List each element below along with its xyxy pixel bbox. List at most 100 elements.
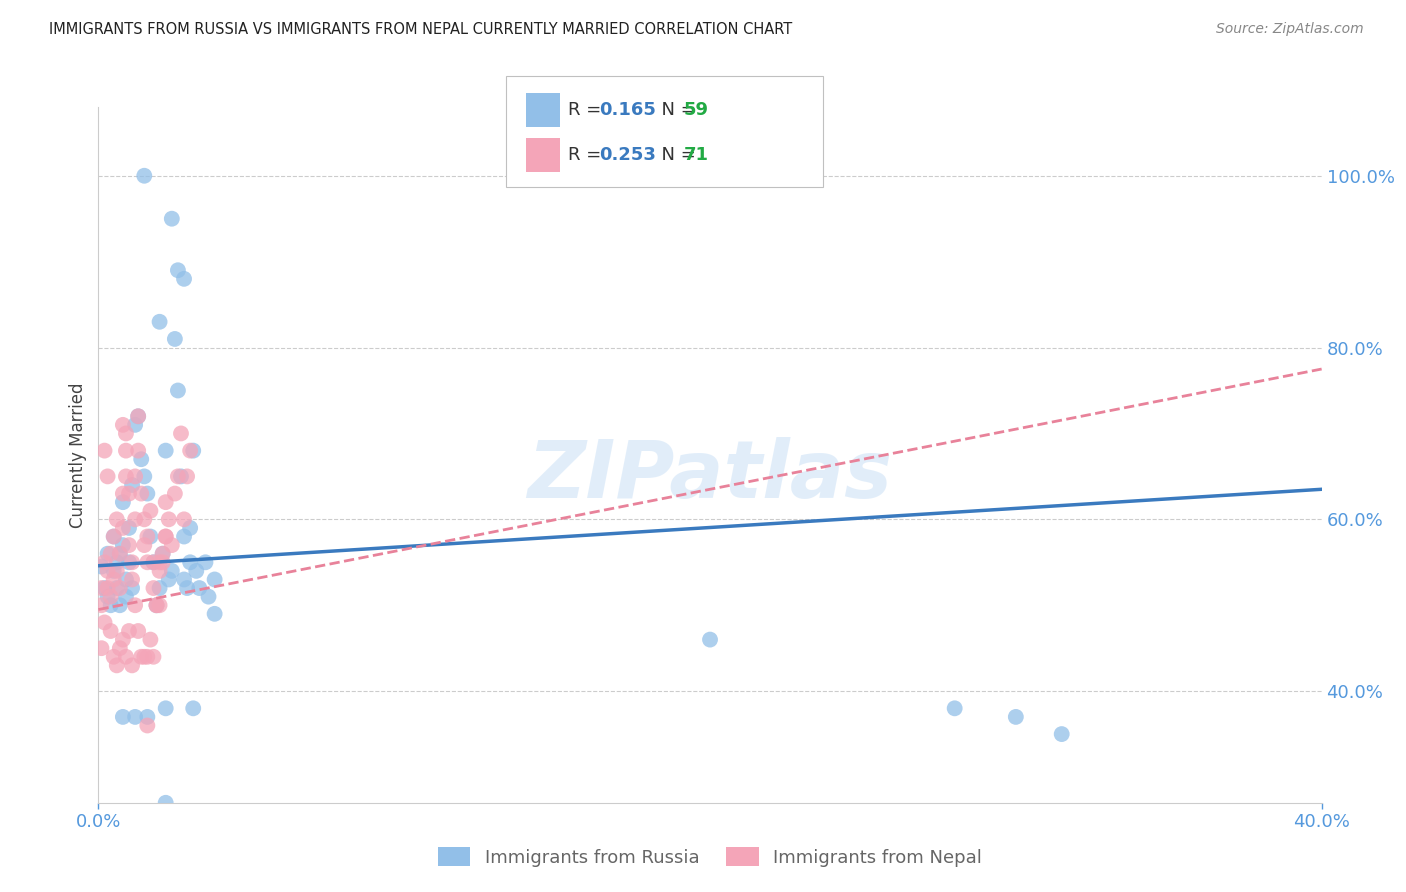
Point (90, 641, 112, 656)
Text: IMMIGRANTS FROM RUSSIA VS IMMIGRANTS FROM NEPAL CURRENTLY MARRIED CORRELATION CH: IMMIGRANTS FROM RUSSIA VS IMMIGRANTS FRO… (49, 22, 793, 37)
Point (142, 649, 165, 664)
Point (115, 590, 138, 604)
Point (105, 512, 128, 526)
Point (93, 581, 115, 595)
Point (111, 538, 134, 552)
Point (194, 555, 217, 569)
Point (121, 658, 143, 673)
Point (145, 599, 167, 613)
Point (699, 632, 721, 647)
Point (204, 607, 226, 621)
Point (160, 538, 183, 552)
Point (136, 718, 159, 732)
Text: N =: N = (650, 101, 702, 119)
Point (167, 469, 190, 483)
Text: Source: ZipAtlas.com: Source: ZipAtlas.com (1216, 22, 1364, 37)
Point (176, 469, 198, 483)
Point (170, 426, 193, 441)
Point (93, 615, 115, 630)
Point (136, 710, 159, 724)
Text: R =: R = (568, 146, 607, 164)
Point (127, 443, 149, 458)
Point (155, 529, 177, 543)
Point (155, 796, 177, 810)
Point (149, 564, 172, 578)
Point (124, 417, 146, 432)
Point (105, 555, 128, 569)
Point (111, 417, 134, 432)
Point (118, 555, 141, 569)
Point (121, 555, 143, 569)
Text: 0.253: 0.253 (599, 146, 655, 164)
Point (145, 599, 167, 613)
Point (115, 426, 138, 441)
Point (152, 547, 174, 561)
Point (97, 590, 120, 604)
Text: 59: 59 (683, 101, 709, 119)
Point (157, 573, 180, 587)
Point (108, 547, 131, 561)
Point (142, 581, 165, 595)
Point (127, 624, 149, 638)
Point (103, 649, 125, 664)
Point (115, 443, 138, 458)
Point (100, 599, 122, 613)
Point (97, 469, 120, 483)
Point (129, 452, 152, 467)
Text: R =: R = (568, 101, 607, 119)
Point (90, 559, 112, 574)
Point (111, 632, 134, 647)
Point (97, 547, 120, 561)
Point (149, 315, 172, 329)
Point (115, 649, 138, 664)
Point (160, 564, 183, 578)
Point (1004, 710, 1026, 724)
Point (115, 469, 138, 483)
Point (167, 263, 190, 277)
Point (152, 555, 174, 569)
Point (139, 504, 162, 518)
Point (90, 581, 112, 595)
Point (176, 581, 198, 595)
Point (136, 486, 159, 500)
Point (173, 529, 195, 543)
Point (170, 469, 193, 483)
Point (127, 409, 149, 424)
Y-axis label: Currently Married: Currently Married (69, 382, 87, 528)
Point (173, 573, 195, 587)
Point (105, 581, 128, 595)
Point (139, 529, 162, 543)
Point (118, 521, 141, 535)
Point (142, 555, 165, 569)
Point (134, 538, 156, 552)
Point (160, 211, 183, 226)
Legend: Immigrants from Russia, Immigrants from Nepal: Immigrants from Russia, Immigrants from … (430, 840, 990, 874)
Point (100, 590, 122, 604)
Point (121, 573, 143, 587)
Point (93, 443, 115, 458)
Point (129, 486, 152, 500)
Point (103, 529, 125, 543)
Point (124, 512, 146, 526)
Point (188, 581, 211, 595)
Point (136, 649, 159, 664)
Point (118, 538, 141, 552)
Point (179, 555, 201, 569)
Point (136, 529, 159, 543)
Point (108, 641, 131, 656)
Point (197, 590, 219, 604)
Point (179, 443, 201, 458)
Text: 71: 71 (683, 146, 709, 164)
Point (943, 701, 966, 715)
Point (139, 632, 162, 647)
Point (155, 529, 177, 543)
Point (115, 573, 138, 587)
Point (181, 443, 204, 458)
Point (149, 581, 172, 595)
Point (186, 564, 208, 578)
Point (149, 555, 172, 569)
Point (134, 512, 156, 526)
Point (97, 581, 120, 595)
Point (179, 521, 201, 535)
Point (134, 649, 156, 664)
